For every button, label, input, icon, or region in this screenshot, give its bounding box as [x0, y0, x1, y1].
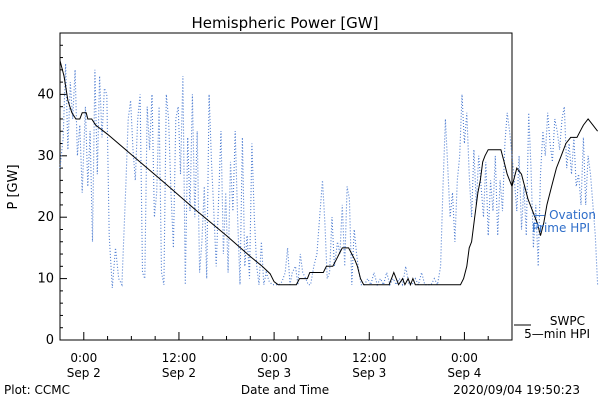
plot-frame [59, 32, 513, 341]
y-axis-ticks: 0 10 20 30 40 [37, 32, 67, 348]
y-axis-label: P [GW] [6, 164, 21, 209]
plot-timestamp: 2020/09/04 19:50:23 [453, 383, 580, 397]
chart-title: Hemispheric Power [GW] [192, 14, 379, 32]
legend-swpc-line1: SWPC [550, 314, 585, 328]
x-tick-date-label: Sep 2 [67, 366, 101, 380]
legend-ovation-line2: Prime HPI [532, 221, 590, 235]
legend: — Ovation Prime HPI SWPC 5—min HPI [514, 208, 596, 341]
legend-ovation-line1: — Ovation [533, 208, 596, 222]
plot-credit: Plot: CCMC [4, 383, 70, 397]
legend-swpc-line2: 5—min HPI [524, 327, 590, 341]
x-tick-date-label: Sep 2 [162, 366, 196, 380]
series-ovation-prime-line [59, 63, 599, 288]
y-tick-label: 0 [46, 333, 54, 348]
x-tick-time-label: 0:00 [451, 351, 478, 365]
x-tick-date-label: Sep 3 [352, 366, 386, 380]
x-tick-date-label: Sep 4 [447, 366, 481, 380]
series-layer [59, 60, 599, 288]
x-tick-time-label: 12:00 [162, 351, 197, 365]
x-tick-time-label: 0:00 [261, 351, 288, 365]
series-swpc-line [59, 60, 598, 287]
y-tick-label: 20 [37, 210, 54, 225]
x-tick-time-label: 12:00 [352, 351, 387, 365]
x-tick-date-label: Sep 3 [257, 366, 291, 380]
x-axis-label: Date and Time [241, 383, 329, 397]
y-tick-label: 30 [37, 149, 54, 164]
x-tick-time-label: 0:00 [70, 351, 97, 365]
y-tick-label: 40 [37, 87, 54, 102]
y-tick-label: 10 [37, 272, 54, 287]
